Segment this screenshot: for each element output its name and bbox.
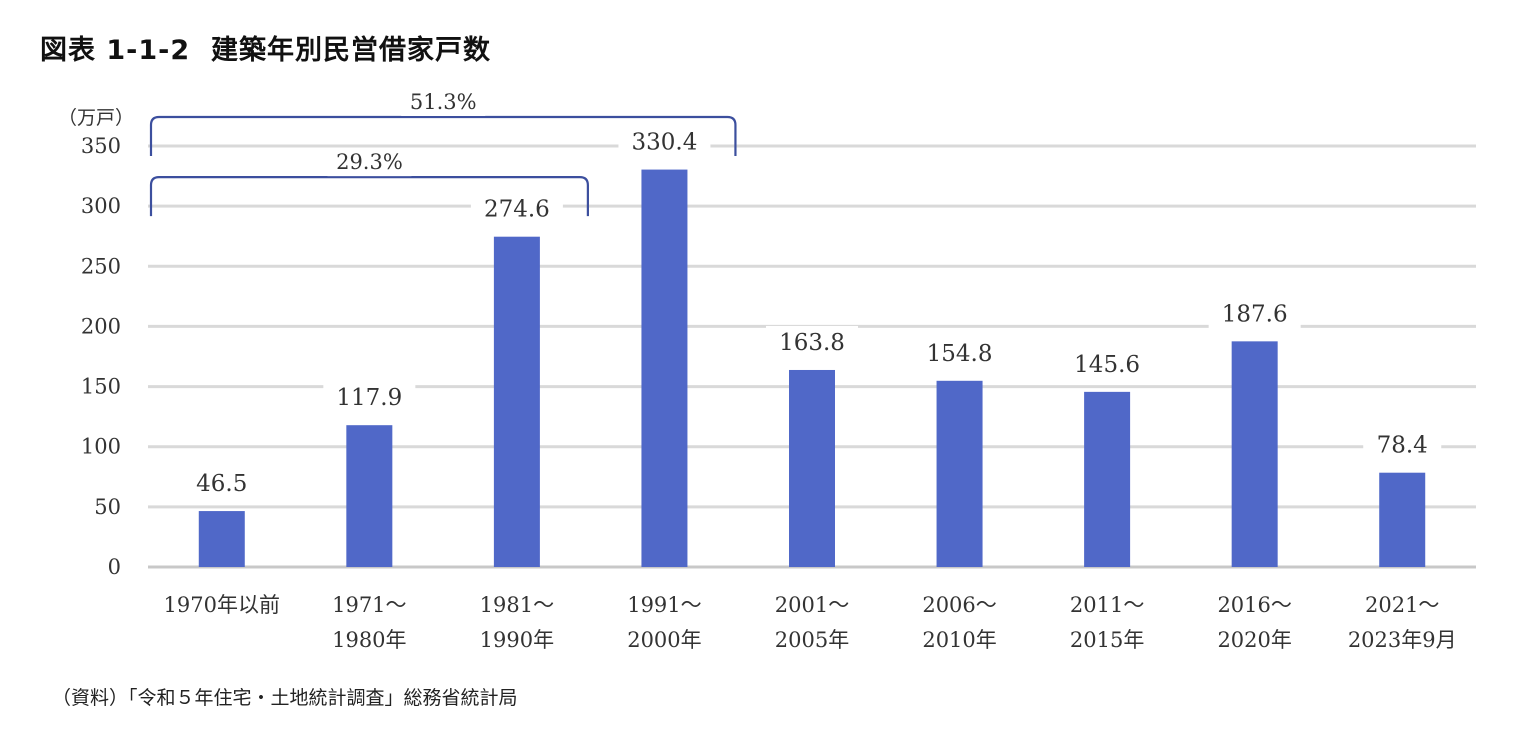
bar xyxy=(1084,391,1131,567)
y-tick-label: 300 xyxy=(81,194,121,218)
data-label: 330.4 xyxy=(632,130,698,156)
data-label-background xyxy=(1363,428,1442,461)
bar xyxy=(198,511,245,567)
x-tick-label: 1990年 xyxy=(480,628,554,652)
data-label: 117.9 xyxy=(336,385,402,411)
data-label: 187.6 xyxy=(1222,301,1288,327)
x-tick-label: 2011～ xyxy=(1070,593,1144,617)
data-label: 46.5 xyxy=(196,471,247,497)
bar xyxy=(493,236,540,567)
x-tick-label: 2001～ xyxy=(775,593,849,617)
chart-title: 図表 1-1-2 建築年別民営借家戸数 xyxy=(40,35,491,66)
y-tick-label: 50 xyxy=(94,495,121,519)
data-label-background xyxy=(766,325,858,358)
y-tick-label: 0 xyxy=(108,555,121,579)
bracket-label: 29.3% xyxy=(336,150,403,174)
data-label: 145.6 xyxy=(1074,352,1140,378)
x-tick-label: 2000年 xyxy=(627,628,701,652)
x-tick-label: 2023年9月 xyxy=(1348,628,1457,652)
y-axis-unit-label: （万戸） xyxy=(58,107,134,129)
x-tick-label: 2006～ xyxy=(922,593,996,617)
source-note: （資料）「令和５年住宅・土地統計調査」総務省統計局 xyxy=(52,687,518,709)
x-tick-label: 2010年 xyxy=(922,628,996,652)
x-tick-label: 2015年 xyxy=(1070,628,1144,652)
x-tick-label: 1981～ xyxy=(480,593,554,617)
bracket xyxy=(149,115,737,156)
x-tick-label: 1971～ xyxy=(332,593,406,617)
bar xyxy=(1231,341,1278,567)
bracket-label: 51.3% xyxy=(410,90,477,114)
data-label: 163.8 xyxy=(779,330,845,356)
x-tick-label: 1980年 xyxy=(332,628,406,652)
data-label-background xyxy=(1061,347,1154,380)
x-tick-label: 2005年 xyxy=(775,628,849,652)
y-tick-label: 200 xyxy=(81,314,121,338)
data-label: 78.4 xyxy=(1377,433,1428,459)
x-tick-label: 2021～ xyxy=(1365,593,1439,617)
bracket-label-background xyxy=(327,149,412,177)
data-label-background xyxy=(913,336,1006,369)
data-label-background xyxy=(618,125,711,158)
bar xyxy=(936,380,983,567)
brackets: 29.3% 51.3% xyxy=(149,89,737,217)
bars xyxy=(198,169,1426,568)
bar xyxy=(789,369,835,567)
bracket xyxy=(149,176,589,217)
x-tick-label: 1970年以前 xyxy=(164,593,280,617)
y-tick-label: 250 xyxy=(81,254,121,278)
data-label-background xyxy=(323,381,416,414)
x-tick-label: 2016～ xyxy=(1217,593,1291,617)
x-tick-label: 1991～ xyxy=(627,593,701,617)
data-label-background xyxy=(182,467,261,500)
data-label: 154.8 xyxy=(927,341,993,367)
bar xyxy=(346,425,393,567)
data-label-background xyxy=(1208,297,1301,330)
labels: 0 50 100 150 200 250 300 350 （万戸） 46.5 1970年以前 117.… xyxy=(58,107,1457,652)
y-tick-label: 100 xyxy=(81,435,121,459)
data-label: 274.6 xyxy=(484,197,550,223)
bar xyxy=(641,169,688,568)
bar xyxy=(1379,472,1426,567)
y-tick-label: 150 xyxy=(81,375,121,399)
bracket-label-background xyxy=(401,89,486,116)
x-tick-label: 2020年 xyxy=(1217,628,1291,652)
data-label-background xyxy=(470,192,563,225)
y-tick-label: 350 xyxy=(81,134,121,158)
